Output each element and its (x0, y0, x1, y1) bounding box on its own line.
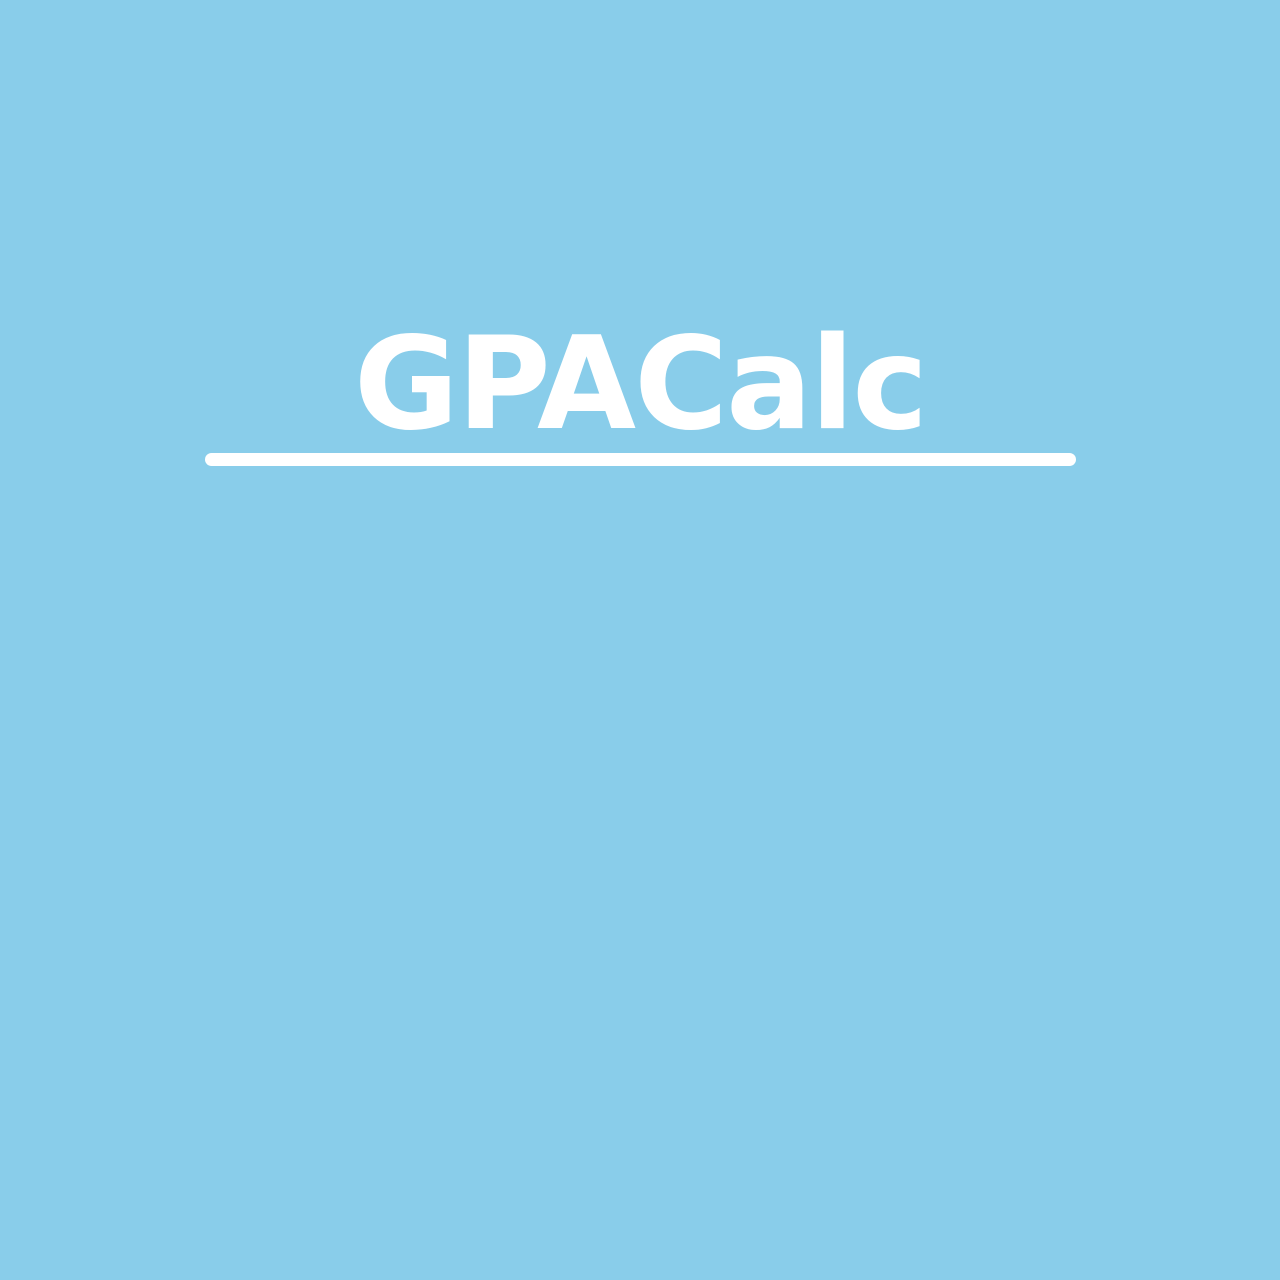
app-title: GPACalc (353, 310, 928, 459)
title-underline (205, 453, 1076, 466)
